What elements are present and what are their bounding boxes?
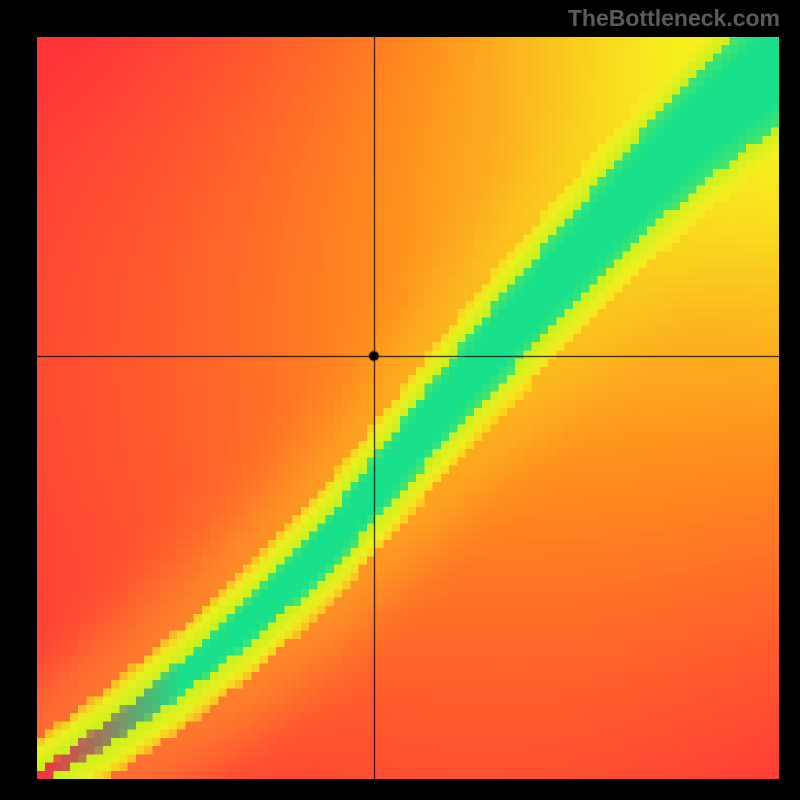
bottleneck-heatmap: [37, 37, 779, 779]
watermark-text: TheBottleneck.com: [568, 5, 780, 32]
chart-container: TheBottleneck.com: [0, 0, 800, 800]
